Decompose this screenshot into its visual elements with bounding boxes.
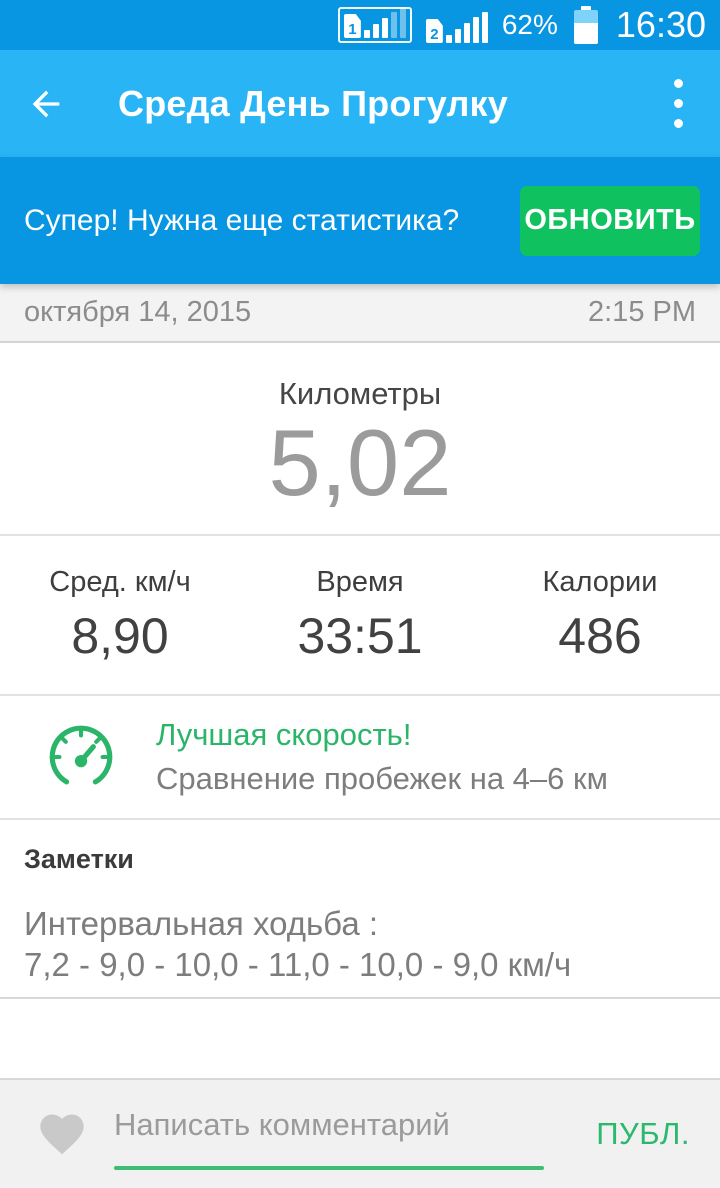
back-arrow-icon [32, 90, 60, 117]
notes-line-2: 7,2 - 9,0 - 10,0 - 11,0 - 10,0 - 9,0 км/… [24, 946, 572, 984]
status-bar: 1 2 62% 16:30 [0, 0, 720, 50]
app-bar: Среда День Прогулку [0, 50, 720, 157]
sim1-card-icon: 1 [343, 14, 361, 38]
content-spacer [0, 999, 720, 1078]
status-clock: 16:30 [615, 4, 706, 45]
stat-label: Время [316, 566, 404, 598]
stat-label: Калории [542, 566, 658, 598]
page-title: Среда День Прогулку [118, 82, 508, 124]
like-button[interactable] [36, 1108, 88, 1160]
stats-row: Сред. км/ч 8,90 Время 33:51 Калории 486 [0, 536, 720, 696]
stat-avg-speed: Сред. км/ч 8,90 [0, 566, 240, 694]
banner-message: Супер! Нужна еще статистика? [24, 203, 460, 237]
achievement-text: Лучшая скорость! Сравнение пробежек на 4… [156, 717, 608, 797]
upgrade-button[interactable]: ОБНОВИТЬ [520, 185, 700, 256]
back-button[interactable] [18, 76, 74, 132]
battery-percent: 62% [501, 9, 558, 40]
achievement-section[interactable]: Лучшая скорость! Сравнение пробежек на 4… [0, 696, 720, 820]
sim1-signal-bars [363, 7, 406, 38]
upgrade-banner: Супер! Нужна еще статистика? ОБНОВИТЬ [0, 157, 720, 284]
overflow-dot [673, 99, 683, 108]
sim2-card-icon: 2 [425, 19, 443, 43]
comment-input-underline [114, 1166, 544, 1170]
heart-icon [40, 1114, 84, 1155]
sim2-number: 2 [430, 25, 439, 43]
notes-line-1: Интервальная ходьба : [24, 905, 379, 942]
sim1-signal-icon: 1 [337, 7, 412, 43]
sim2-signal-bars [445, 12, 488, 43]
overflow-dot [673, 119, 683, 128]
notes-section: Заметки Интервальная ходьба : 7,2 - 9,0 … [0, 820, 720, 999]
notes-body: Интервальная ходьба : 7,2 - 9,0 - 10,0 -… [24, 903, 696, 986]
stat-label: Сред. км/ч [49, 566, 191, 598]
primary-stat-label: Километры [278, 376, 442, 411]
comment-bar: ПУБЛ. [0, 1078, 720, 1188]
sim2-signal-icon: 2 [425, 7, 488, 43]
publish-button[interactable]: ПУБЛ. [590, 1106, 696, 1162]
sim1-number: 1 [348, 20, 357, 38]
speedometer-icon [49, 725, 113, 785]
comment-field-wrap [114, 1098, 575, 1170]
overflow-menu-button[interactable] [654, 76, 702, 132]
comment-input[interactable] [114, 1098, 575, 1152]
session-date: октября 14, 2015 [24, 296, 252, 328]
achievement-subtitle: Сравнение пробежек на 4–6 км [156, 761, 608, 796]
notes-heading: Заметки [24, 844, 134, 874]
primary-stat-section: Километры 5,02 [0, 343, 720, 536]
session-time: 2:15 PM [588, 296, 696, 328]
primary-stat-value: 5,02 [268, 410, 452, 515]
achievement-title: Лучшая скорость! [156, 717, 412, 752]
stat-calories: Калории 486 [480, 566, 720, 694]
battery-icon [573, 6, 598, 44]
session-date-row: октября 14, 2015 2:15 PM [0, 284, 720, 343]
overflow-dot [673, 79, 683, 88]
stat-value: 486 [558, 608, 642, 664]
stat-value: 8,90 [71, 608, 169, 664]
stat-value: 33:51 [297, 608, 423, 664]
stat-duration: Время 33:51 [240, 566, 480, 694]
